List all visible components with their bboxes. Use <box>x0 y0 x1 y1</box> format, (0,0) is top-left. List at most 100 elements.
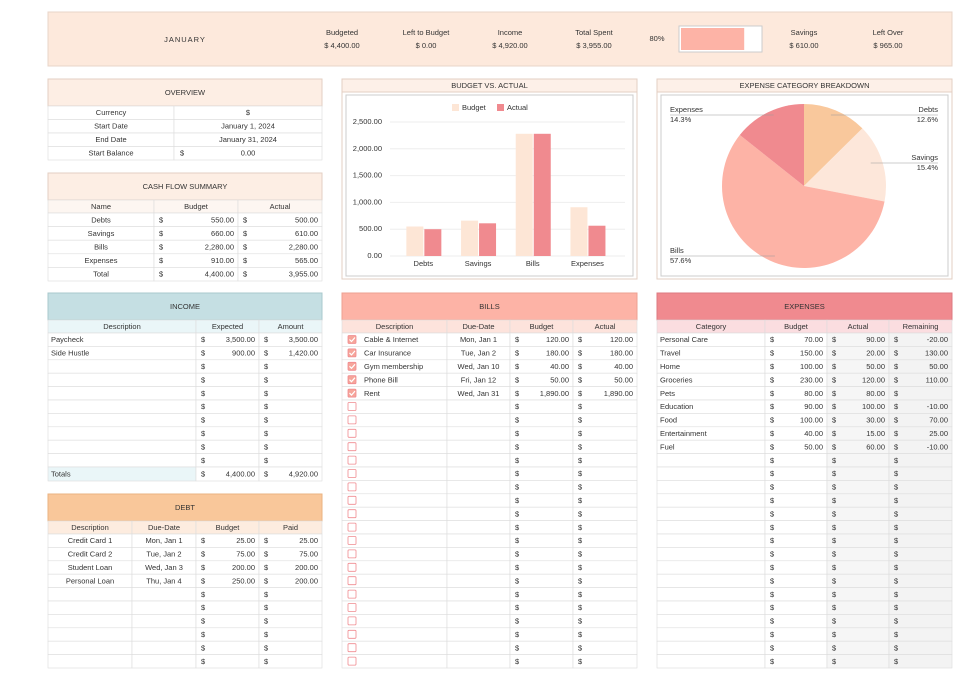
checkbox[interactable] <box>347 335 357 344</box>
cell <box>47 386 197 401</box>
pie-slice <box>804 104 863 186</box>
checkbox[interactable] <box>347 415 357 425</box>
checkbox[interactable] <box>347 549 357 559</box>
currency-symbol: $ <box>201 456 206 465</box>
cell <box>888 600 953 615</box>
checkbox[interactable] <box>347 562 357 572</box>
currency-symbol: $ <box>770 456 775 465</box>
cell-text: Fuel <box>660 442 675 451</box>
cell-value: 660.00 <box>211 229 234 238</box>
currency-symbol: $ <box>201 375 206 384</box>
checkbox[interactable] <box>347 643 357 653</box>
currency-symbol: $ <box>578 523 583 532</box>
cell <box>446 480 511 495</box>
cell-text: Wed, Jan 3 <box>145 563 183 572</box>
checkbox[interactable] <box>347 629 357 639</box>
cell <box>888 386 953 401</box>
cell-value: 4,400.00 <box>205 270 234 279</box>
checkbox[interactable] <box>347 428 357 438</box>
checkbox[interactable] <box>347 589 357 599</box>
currency-symbol: $ <box>578 335 583 344</box>
cell <box>572 439 638 454</box>
checkbox[interactable] <box>347 509 357 519</box>
checkbox[interactable] <box>347 442 357 452</box>
cell <box>446 399 511 414</box>
cell <box>47 587 133 602</box>
cell <box>341 600 448 615</box>
stat-value: $ 4,920.00 <box>492 41 527 50</box>
currency-symbol: $ <box>578 442 583 451</box>
cell <box>572 654 638 669</box>
stat-label: Left Over <box>873 28 904 37</box>
checkbox[interactable] <box>347 603 357 612</box>
panel-title: BILLS <box>479 302 499 311</box>
checkbox[interactable] <box>347 482 357 492</box>
legend-swatch <box>497 104 504 111</box>
checkbox[interactable] <box>347 388 357 398</box>
cell <box>572 426 638 441</box>
checkbox[interactable] <box>347 495 357 505</box>
cell <box>764 614 828 629</box>
cell <box>341 547 448 562</box>
cell <box>572 560 638 575</box>
currency-symbol: $ <box>770 576 775 585</box>
currency-symbol: $ <box>243 242 248 251</box>
cell-value: 20.00 <box>866 349 885 358</box>
currency-symbol: $ <box>515 362 520 371</box>
cell-value: 120.00 <box>862 375 885 384</box>
x-tick-label: Debts <box>414 259 434 268</box>
cell-value: 75.00 <box>299 550 318 559</box>
cell <box>572 627 638 642</box>
currency-symbol: $ <box>832 509 837 518</box>
currency-symbol: $ <box>894 657 899 666</box>
checkbox[interactable] <box>347 348 357 358</box>
cell <box>341 439 448 454</box>
checkbox[interactable] <box>347 469 357 478</box>
cell-text: Bills <box>94 242 108 251</box>
checkbox[interactable] <box>347 656 357 666</box>
currency-symbol: $ <box>894 590 899 599</box>
cell-value: 40.00 <box>550 362 569 371</box>
checkbox[interactable] <box>347 616 357 626</box>
checkbox[interactable] <box>347 536 357 545</box>
column-header: Due-Date <box>148 523 180 532</box>
bar <box>424 229 442 256</box>
currency-symbol: $ <box>578 590 583 599</box>
cell-text: Education <box>660 402 693 411</box>
cell-value: 910.00 <box>211 256 234 265</box>
cell <box>341 453 448 468</box>
cell-text: Tue, Jan 2 <box>461 349 496 358</box>
checkbox[interactable] <box>347 455 357 465</box>
panel-title: INCOME <box>170 302 200 311</box>
currency-symbol: $ <box>894 389 899 398</box>
cell-text: Credit Card 1 <box>68 536 113 545</box>
y-tick-label: 1,000.00 <box>353 197 382 206</box>
currency-symbol: $ <box>201 416 206 425</box>
cell <box>195 587 260 602</box>
cell <box>888 560 953 575</box>
currency-symbol: $ <box>832 563 837 572</box>
checkbox[interactable] <box>347 522 357 532</box>
cell <box>509 560 574 575</box>
checkbox[interactable] <box>347 375 357 385</box>
cell <box>47 359 197 374</box>
currency-symbol: $ <box>578 402 583 411</box>
panel-title: OVERVIEW <box>165 88 206 97</box>
cell <box>572 600 638 615</box>
bar <box>588 225 606 256</box>
currency-symbol: $ <box>770 657 775 666</box>
cell <box>258 359 323 374</box>
currency-symbol: $ <box>894 349 899 358</box>
checkbox[interactable] <box>347 576 357 586</box>
cell <box>509 466 574 481</box>
x-tick-label: Expenses <box>571 259 604 268</box>
checkbox[interactable] <box>347 402 357 411</box>
cell-text: Rent <box>364 389 381 398</box>
checkbox[interactable] <box>347 361 357 371</box>
cell-value: 200.00 <box>295 576 318 585</box>
currency-symbol: $ <box>515 483 520 492</box>
cell <box>764 480 828 495</box>
currency-symbol: $ <box>201 389 206 398</box>
cell <box>341 560 448 575</box>
pie-slice <box>804 128 886 202</box>
